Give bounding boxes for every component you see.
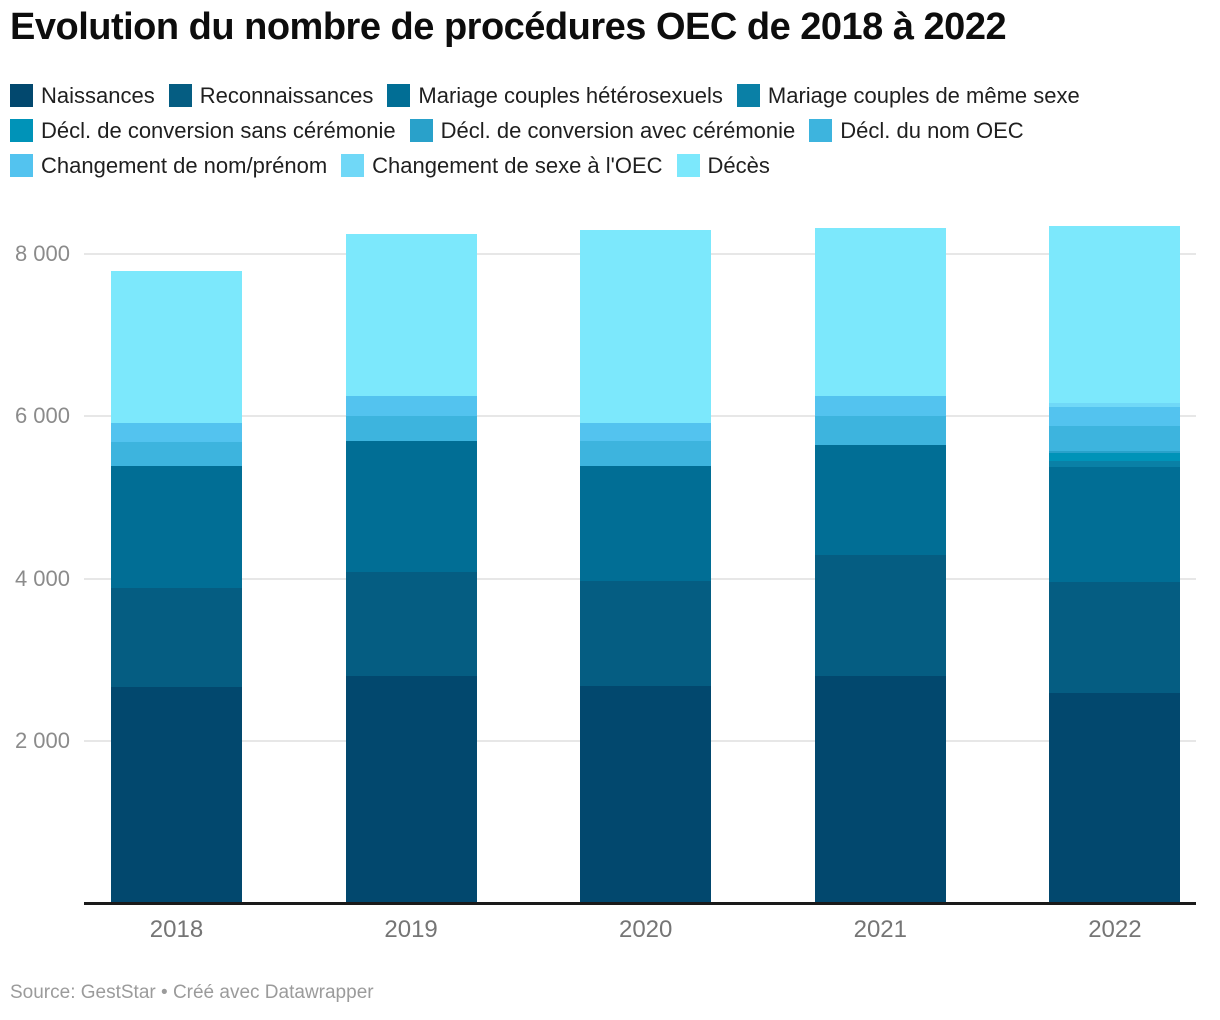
bar-segment (580, 465, 712, 581)
legend-item-3: Mariage couples de même sexe (736, 82, 1080, 108)
bar-segment (814, 416, 946, 445)
x-axis-label-2020: 2020 (618, 916, 673, 943)
bar-segment (580, 685, 712, 904)
legend-item-0: Naissances (10, 82, 155, 108)
bar-segment (1049, 693, 1181, 904)
x-axis-line (84, 901, 1196, 905)
legend-swatch-icon (409, 119, 433, 142)
x-axis-label-2019: 2019 (384, 916, 438, 943)
bar-segment (345, 571, 477, 676)
y-tick-label-6000: 6 000 (14, 403, 70, 428)
bar-segment (111, 441, 242, 467)
legend-swatch-icon (387, 84, 411, 107)
bar-segment (111, 422, 242, 442)
bar-segment (1049, 460, 1181, 468)
legend-item-8: Changement de sexe à l'OEC (341, 152, 663, 178)
legend-item-6: Décl. du nom OEC (809, 117, 1024, 143)
bar-segment (111, 466, 242, 589)
bar-2022 (1049, 225, 1181, 904)
legend-label: Mariage couples de même sexe (767, 82, 1080, 108)
bar-segment (1049, 467, 1181, 582)
bar-segment (345, 676, 477, 904)
bar-segment (580, 580, 712, 686)
legend-label: Décl. de conversion sans cérémonie (41, 117, 396, 143)
legend-label: Mariage couples hétérosexuels (418, 82, 723, 108)
legend-label: Reconnaissances (199, 82, 374, 108)
bar-segment (1049, 581, 1181, 694)
bar-segment (1049, 403, 1181, 407)
bar-segment (814, 395, 946, 417)
legend-item-7: Changement de nom/prénom (10, 152, 328, 178)
bar-segment (1049, 406, 1181, 427)
legend-swatch-icon (341, 154, 365, 177)
legend-label: Décl. de conversion avec cérémonie (440, 117, 796, 143)
bar-segment (345, 234, 477, 396)
bar-segment (1049, 450, 1181, 453)
legend-item-1: Reconnaissances (168, 82, 374, 108)
chart-title: Evolution du nombre de procédures OEC de… (10, 6, 1007, 48)
legend-swatch-icon (10, 84, 33, 107)
legend-item-2: Mariage couples hétérosexuels (387, 82, 723, 108)
bar-segment (580, 229, 712, 423)
legend: Naissances Reconnaissances Mariage couples… (10, 82, 1210, 178)
bar-segment (345, 395, 477, 417)
bar-segment (814, 676, 946, 904)
source-footer: Source: GestStar • Créé avec Datawrapper (10, 982, 374, 1003)
legend-swatch-icon (736, 84, 760, 107)
bar-segment (580, 440, 712, 466)
bar-segment (345, 440, 477, 572)
legend-label: Changement de sexe à l'OEC (372, 152, 663, 178)
legend-item-9: Décès (676, 152, 770, 178)
bar-segment (111, 271, 242, 423)
bar-segment (111, 687, 242, 904)
y-tick-label-8000: 8 000 (14, 240, 70, 266)
bar-segment (1049, 225, 1181, 404)
bar-segment (580, 422, 712, 441)
legend-label: Changement de nom/prénom (41, 152, 328, 178)
bar-segment (814, 554, 946, 676)
legend-swatch-icon (168, 84, 192, 107)
legend-swatch-icon (10, 119, 33, 142)
bar-2019 (345, 234, 477, 904)
legend-label: Décès (707, 152, 770, 178)
bar-segment (1049, 452, 1181, 461)
bar-segment (814, 228, 946, 396)
bar-segment (111, 588, 242, 688)
bar-segment (814, 444, 946, 555)
legend-item-5: Décl. de conversion avec cérémonie (409, 117, 796, 143)
bar-2018 (111, 271, 242, 904)
bar-2020 (580, 229, 712, 904)
legend-swatch-icon (10, 154, 33, 177)
y-tick-label-4000: 4 000 (14, 565, 70, 591)
x-axis-label-2018: 2018 (149, 916, 204, 943)
x-axis-label-2022: 2022 (1088, 916, 1142, 943)
bar-segment (345, 416, 477, 441)
legend-label: Décl. du nom OEC (840, 117, 1024, 143)
x-axis-label-2021: 2021 (853, 916, 907, 943)
legend-swatch-icon (809, 119, 833, 142)
legend-swatch-icon (676, 154, 700, 177)
y-tick-label-2000: 2 000 (14, 728, 70, 753)
bar-segment (1049, 426, 1181, 451)
bar-2021 (814, 228, 946, 904)
legend-label: Naissances (41, 82, 155, 108)
legend-item-4: Décl. de conversion sans cérémonie (10, 117, 396, 143)
